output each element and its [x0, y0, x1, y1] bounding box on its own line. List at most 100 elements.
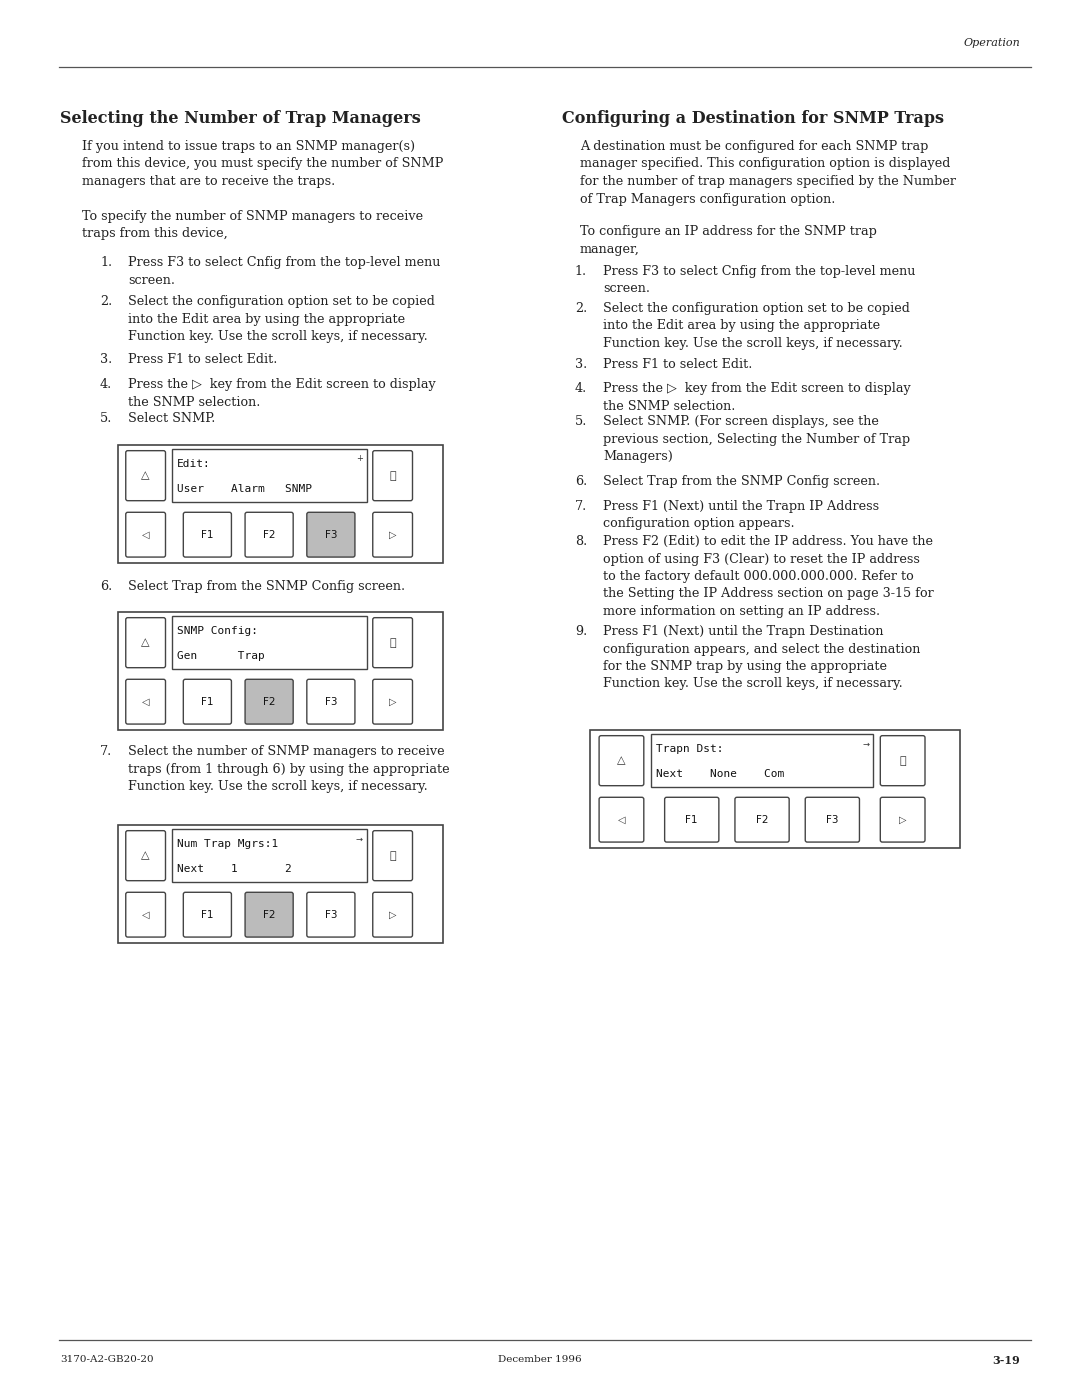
- Text: 7.: 7.: [100, 745, 112, 759]
- Text: SNMP Config:: SNMP Config:: [177, 626, 258, 636]
- Text: 3-19: 3-19: [993, 1355, 1020, 1365]
- FancyBboxPatch shape: [373, 451, 413, 500]
- Text: Press the ▷  key from the Edit screen to display
the SNMP selection.: Press the ▷ key from the Edit screen to …: [129, 379, 435, 408]
- Text: F3: F3: [325, 529, 337, 539]
- Text: △: △: [141, 851, 150, 861]
- FancyBboxPatch shape: [806, 798, 860, 842]
- Text: Select the configuration option set to be copied
into the Edit area by using the: Select the configuration option set to b…: [603, 302, 909, 351]
- Text: Press F1 to select Edit.: Press F1 to select Edit.: [129, 353, 278, 366]
- Text: Select the number of SNMP managers to receive
traps (from 1 through 6) by using : Select the number of SNMP managers to re…: [129, 745, 449, 793]
- Text: Select SNMP. (For screen displays, see the
previous section, Selecting the Numbe: Select SNMP. (For screen displays, see t…: [603, 415, 910, 462]
- FancyBboxPatch shape: [245, 893, 293, 937]
- Text: F1: F1: [686, 814, 698, 824]
- Text: 6.: 6.: [100, 580, 112, 592]
- Text: Operation: Operation: [963, 38, 1020, 47]
- Text: To configure an IP address for the SNMP trap
manager,: To configure an IP address for the SNMP …: [580, 225, 877, 256]
- Text: Press the ▷  key from the Edit screen to display
the SNMP selection.: Press the ▷ key from the Edit screen to …: [603, 381, 910, 412]
- FancyBboxPatch shape: [373, 831, 413, 880]
- Text: 5.: 5.: [575, 415, 588, 427]
- FancyBboxPatch shape: [125, 679, 165, 724]
- Text: 4.: 4.: [100, 379, 112, 391]
- Bar: [118, 612, 443, 731]
- Bar: [118, 446, 443, 563]
- Text: F3: F3: [325, 697, 337, 707]
- Text: F3: F3: [826, 814, 838, 824]
- Text: Select SNMP.: Select SNMP.: [129, 412, 215, 425]
- Text: F2: F2: [262, 909, 275, 919]
- Text: 1.: 1.: [575, 265, 588, 278]
- Text: 3170-A2-GB20-20: 3170-A2-GB20-20: [60, 1355, 153, 1365]
- FancyBboxPatch shape: [125, 831, 165, 880]
- Bar: [172, 830, 366, 882]
- Text: Press F3 to select Cnfig from the top-level menu
screen.: Press F3 to select Cnfig from the top-le…: [603, 265, 916, 296]
- Text: 5.: 5.: [100, 412, 112, 425]
- Text: 1.: 1.: [100, 256, 112, 270]
- FancyBboxPatch shape: [307, 893, 355, 937]
- Text: F2: F2: [262, 697, 275, 707]
- Text: △: △: [141, 471, 150, 481]
- FancyBboxPatch shape: [373, 617, 413, 668]
- Text: ◁: ◁: [141, 529, 149, 539]
- FancyBboxPatch shape: [125, 893, 165, 937]
- Text: F2: F2: [756, 814, 768, 824]
- Text: Press F1 to select Edit.: Press F1 to select Edit.: [603, 358, 753, 372]
- FancyBboxPatch shape: [184, 679, 231, 724]
- Text: ◁: ◁: [141, 909, 149, 919]
- Text: To specify the number of SNMP managers to receive
traps from this device,: To specify the number of SNMP managers t…: [82, 210, 423, 240]
- Text: →: →: [862, 739, 869, 749]
- FancyBboxPatch shape: [245, 679, 293, 724]
- FancyBboxPatch shape: [307, 513, 355, 557]
- Text: Gen      Trap: Gen Trap: [177, 651, 265, 661]
- Text: A destination must be configured for each SNMP trap
manager specified. This conf: A destination must be configured for eac…: [580, 140, 956, 205]
- Text: Select Trap from the SNMP Config screen.: Select Trap from the SNMP Config screen.: [603, 475, 880, 488]
- Text: Configuring a Destination for SNMP Traps: Configuring a Destination for SNMP Traps: [562, 110, 944, 127]
- Text: December 1996: December 1996: [498, 1355, 582, 1365]
- Text: 6.: 6.: [575, 475, 588, 488]
- Text: Trapn Dst:: Trapn Dst:: [656, 745, 724, 754]
- FancyBboxPatch shape: [373, 679, 413, 724]
- Text: F1: F1: [201, 909, 214, 919]
- Text: Press F2 (Edit) to edit the IP address. You have the
option of using F3 (Clear) : Press F2 (Edit) to edit the IP address. …: [603, 535, 934, 617]
- Text: F1: F1: [201, 697, 214, 707]
- Bar: [651, 735, 873, 787]
- FancyBboxPatch shape: [125, 451, 165, 500]
- Text: 3.: 3.: [100, 353, 112, 366]
- Text: If you intend to issue traps to an SNMP manager(s)
from this device, you must sp: If you intend to issue traps to an SNMP …: [82, 140, 444, 189]
- Text: 2.: 2.: [575, 302, 588, 314]
- Text: ◁: ◁: [141, 697, 149, 707]
- FancyBboxPatch shape: [599, 736, 644, 785]
- Text: F3: F3: [325, 909, 337, 919]
- Text: F2: F2: [262, 529, 275, 539]
- FancyBboxPatch shape: [307, 679, 355, 724]
- Text: User    Alarm   SNMP: User Alarm SNMP: [177, 483, 312, 495]
- Text: ⏶: ⏶: [389, 637, 396, 648]
- Text: Selecting the Number of Trap Managers: Selecting the Number of Trap Managers: [60, 110, 421, 127]
- Text: Press F3 to select Cnfig from the top-level menu
screen.: Press F3 to select Cnfig from the top-le…: [129, 256, 441, 286]
- Text: 9.: 9.: [575, 624, 588, 638]
- Text: Select Trap from the SNMP Config screen.: Select Trap from the SNMP Config screen.: [129, 580, 405, 592]
- Bar: [172, 616, 366, 669]
- Text: ▷: ▷: [389, 697, 396, 707]
- Text: ⏶: ⏶: [900, 756, 906, 766]
- Text: ▷: ▷: [899, 814, 906, 824]
- Bar: [172, 450, 366, 502]
- Text: 2.: 2.: [100, 295, 112, 307]
- Text: △: △: [617, 756, 625, 766]
- Text: △: △: [141, 637, 150, 648]
- Text: 4.: 4.: [575, 381, 588, 395]
- FancyBboxPatch shape: [880, 798, 924, 842]
- FancyBboxPatch shape: [245, 513, 293, 557]
- FancyBboxPatch shape: [184, 893, 231, 937]
- Text: Next    None    Com: Next None Com: [656, 768, 784, 780]
- Text: 3.: 3.: [575, 358, 588, 372]
- Text: F1: F1: [201, 529, 214, 539]
- Text: 8.: 8.: [575, 535, 588, 548]
- Text: Press F1 (Next) until the Trapn Destination
configuration appears, and select th: Press F1 (Next) until the Trapn Destinat…: [603, 624, 920, 690]
- Text: Press F1 (Next) until the Trapn IP Address
configuration option appears.: Press F1 (Next) until the Trapn IP Addre…: [603, 500, 879, 531]
- Text: 7.: 7.: [575, 500, 588, 513]
- FancyBboxPatch shape: [125, 617, 165, 668]
- FancyBboxPatch shape: [184, 513, 231, 557]
- Bar: [118, 826, 443, 943]
- Text: ▷: ▷: [389, 529, 396, 539]
- FancyBboxPatch shape: [125, 513, 165, 557]
